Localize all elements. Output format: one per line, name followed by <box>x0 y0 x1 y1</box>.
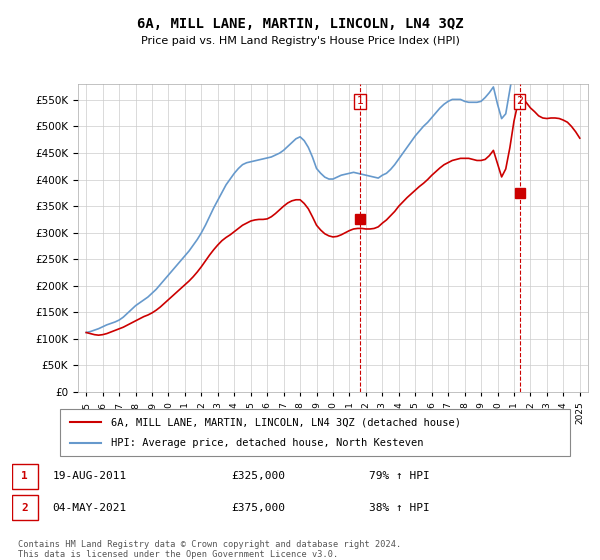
Text: 19-AUG-2011: 19-AUG-2011 <box>52 472 127 482</box>
Text: £375,000: £375,000 <box>231 503 285 513</box>
Text: HPI: Average price, detached house, North Kesteven: HPI: Average price, detached house, Nort… <box>111 438 424 448</box>
Text: 04-MAY-2021: 04-MAY-2021 <box>52 503 127 513</box>
Text: 1: 1 <box>356 96 364 106</box>
Text: 79% ↑ HPI: 79% ↑ HPI <box>369 472 430 482</box>
Text: Contains HM Land Registry data © Crown copyright and database right 2024.
This d: Contains HM Land Registry data © Crown c… <box>18 540 401 559</box>
Text: 2: 2 <box>516 96 523 106</box>
FancyBboxPatch shape <box>60 409 570 456</box>
Text: 1: 1 <box>21 472 28 482</box>
FancyBboxPatch shape <box>12 464 38 489</box>
Text: Price paid vs. HM Land Registry's House Price Index (HPI): Price paid vs. HM Land Registry's House … <box>140 36 460 46</box>
Text: 6A, MILL LANE, MARTIN, LINCOLN, LN4 3QZ (detached house): 6A, MILL LANE, MARTIN, LINCOLN, LN4 3QZ … <box>111 417 461 427</box>
Text: 38% ↑ HPI: 38% ↑ HPI <box>369 503 430 513</box>
Text: 6A, MILL LANE, MARTIN, LINCOLN, LN4 3QZ: 6A, MILL LANE, MARTIN, LINCOLN, LN4 3QZ <box>137 17 463 31</box>
Text: 2: 2 <box>21 503 28 513</box>
Text: £325,000: £325,000 <box>231 472 285 482</box>
FancyBboxPatch shape <box>12 495 38 520</box>
